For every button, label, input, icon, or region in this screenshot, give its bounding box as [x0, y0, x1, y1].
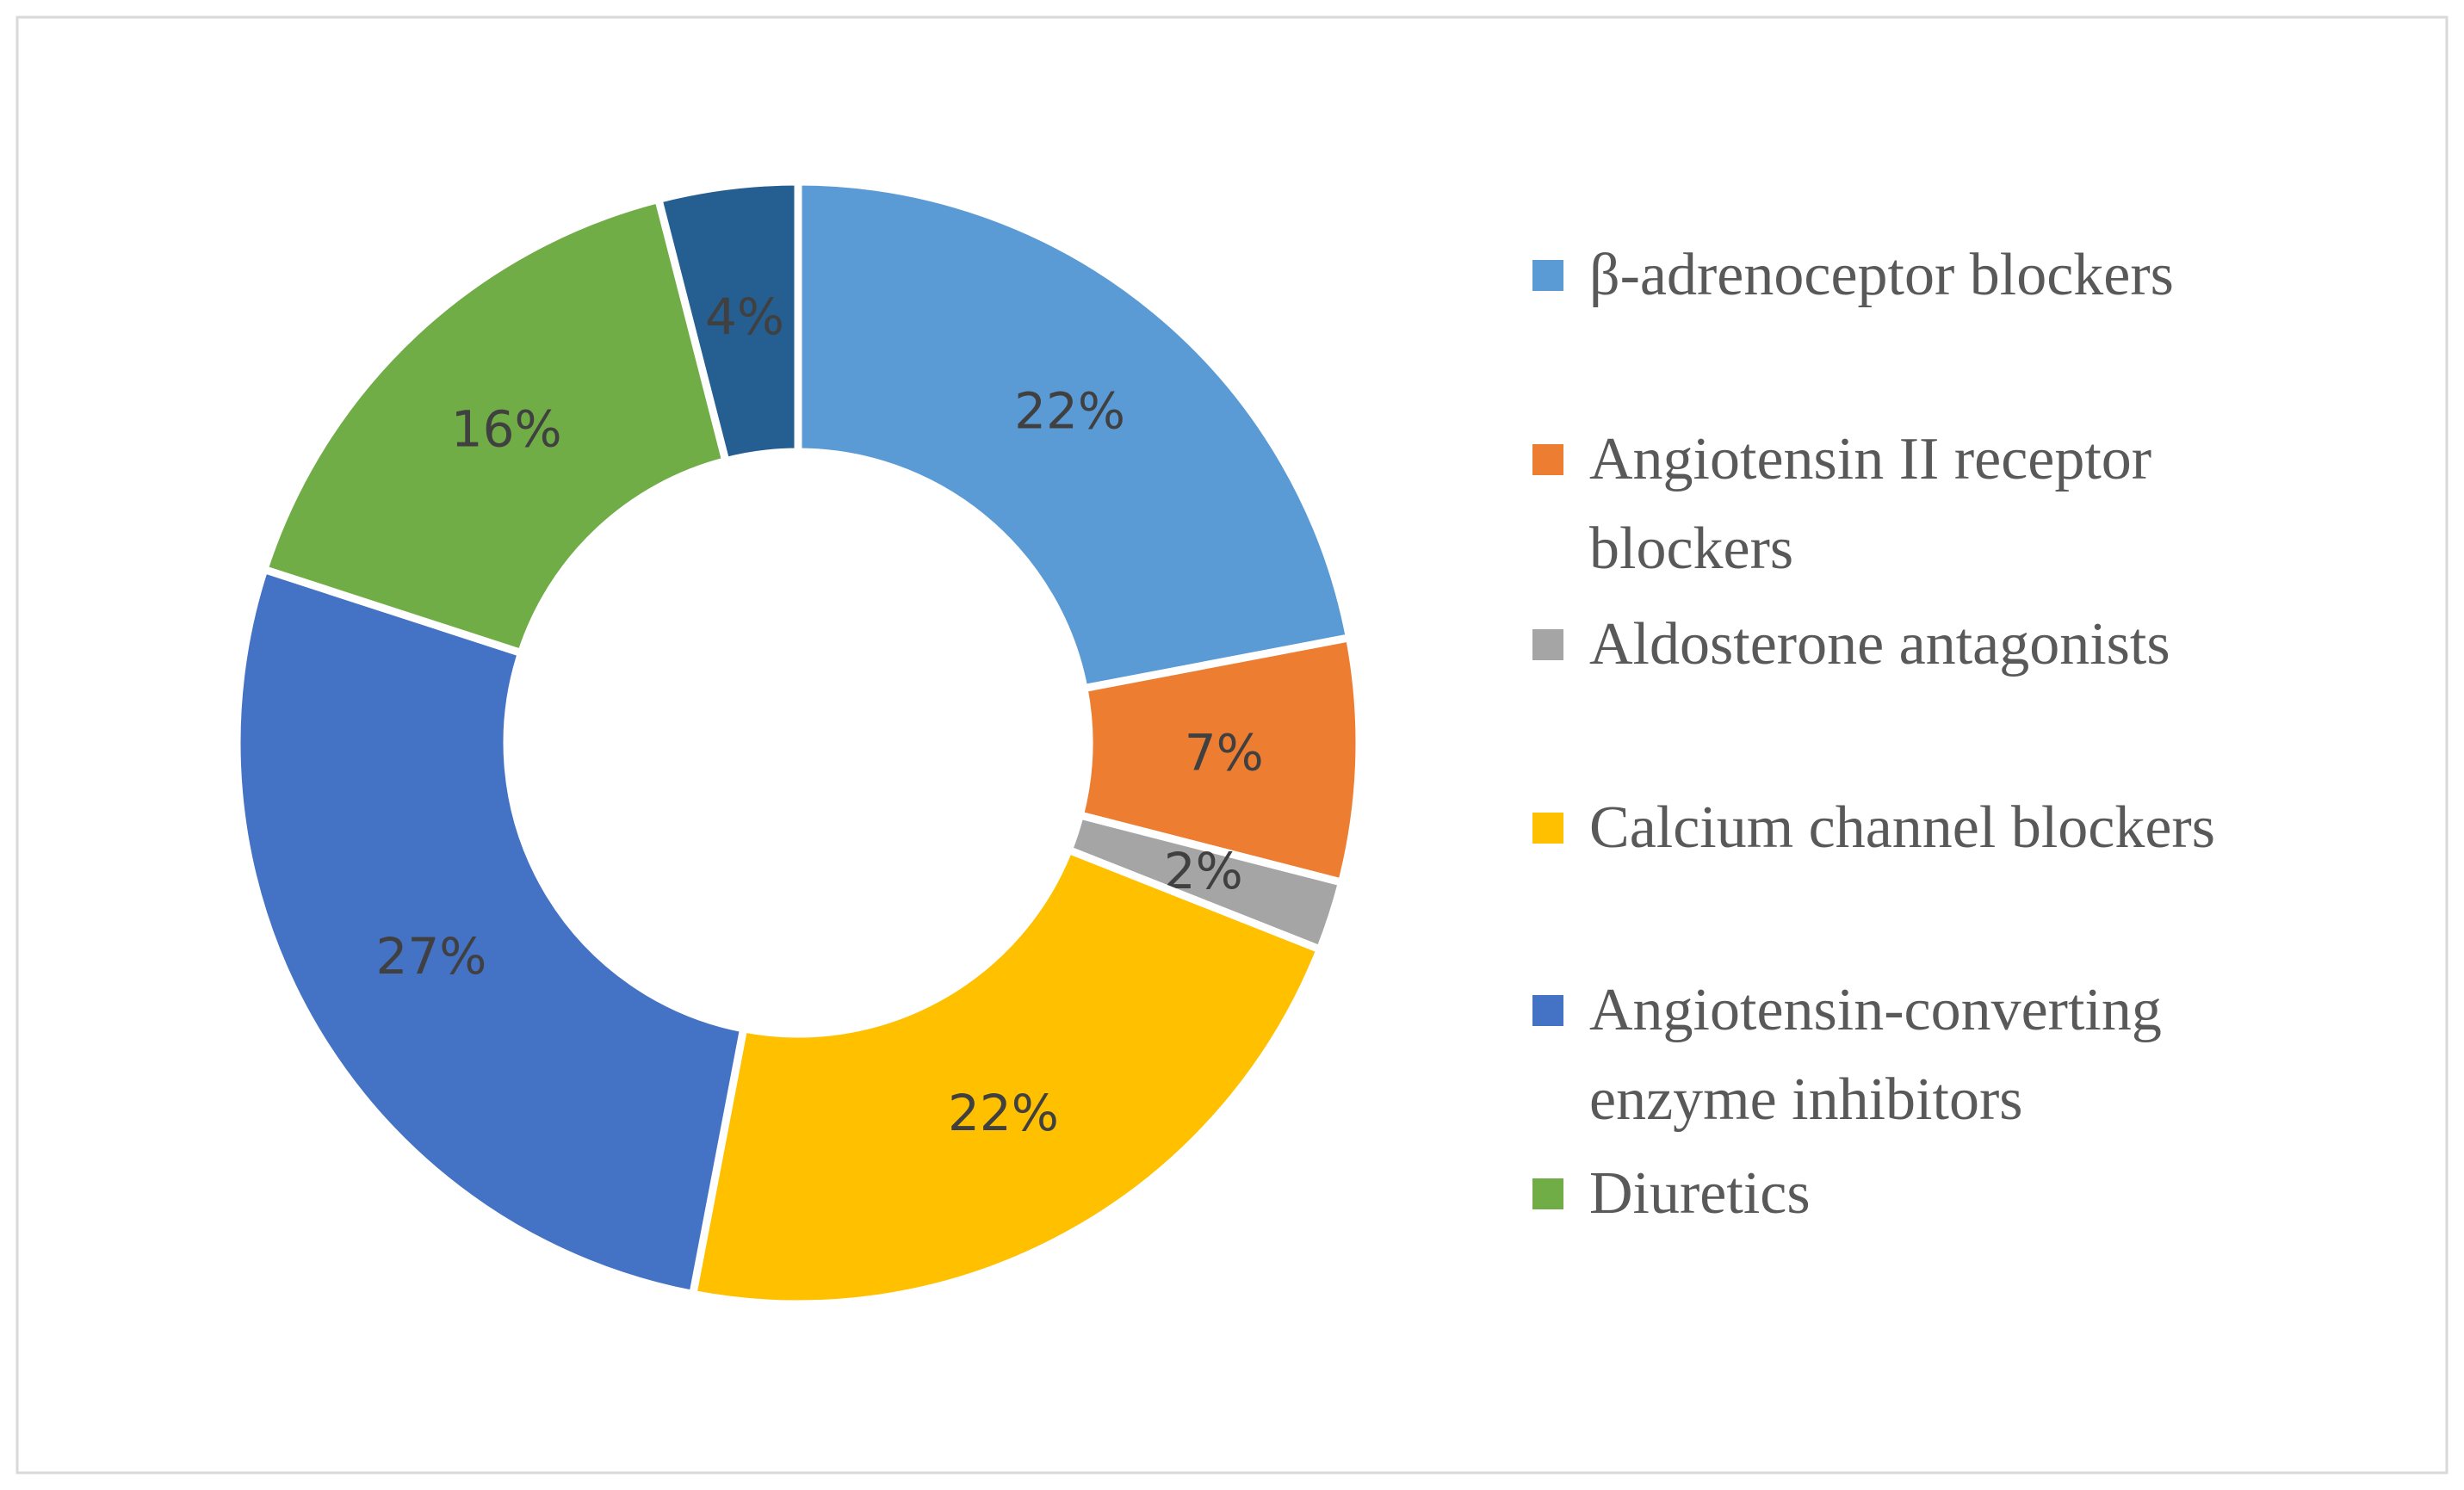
legend-item: Calcium channel blockers [1532, 783, 2359, 873]
donut-segment [232, 564, 748, 1299]
legend-item: Angiotensin II receptor blockers [1532, 415, 2359, 594]
legend-label: β-adrenoceptor blockers [1589, 242, 2174, 308]
legend-label: Angiotensin-converting enzyme inhibitors [1589, 977, 2162, 1133]
data-label: 7% [1185, 724, 1264, 782]
data-label: 22% [948, 1084, 1059, 1142]
legend-label: Aldosterone antagonists [1589, 611, 2170, 677]
donut-segment [688, 844, 1326, 1308]
legend-swatch [1532, 995, 1563, 1026]
legend-swatch [1532, 1178, 1563, 1209]
legend-label: Angiotensin II receptor blockers [1589, 426, 2152, 582]
chart-border [15, 15, 2449, 1475]
donut-segment [259, 195, 731, 658]
legend-label: Diuretics [1589, 1160, 1811, 1227]
donut-segment [794, 177, 1354, 693]
data-label: 4% [705, 287, 784, 346]
legend-swatch [1532, 629, 1563, 660]
legend-swatch [1532, 260, 1563, 291]
legend-item: Aldosterone antagonists [1532, 600, 2359, 689]
legend-swatch [1532, 444, 1563, 475]
donut-segment [653, 177, 802, 467]
legend-swatch [1532, 813, 1563, 844]
legend-item: β-adrenoceptor blockers [1532, 231, 2359, 320]
data-label: 27% [375, 927, 486, 986]
data-label: 16% [451, 399, 562, 458]
legend-label: Calcium channel blockers [1589, 794, 2215, 861]
legend-item: Diuretics [1532, 1149, 2359, 1239]
data-label: 22% [1014, 382, 1125, 441]
legend-item: Angiotensin-converting enzyme inhibitors [1532, 966, 2359, 1145]
